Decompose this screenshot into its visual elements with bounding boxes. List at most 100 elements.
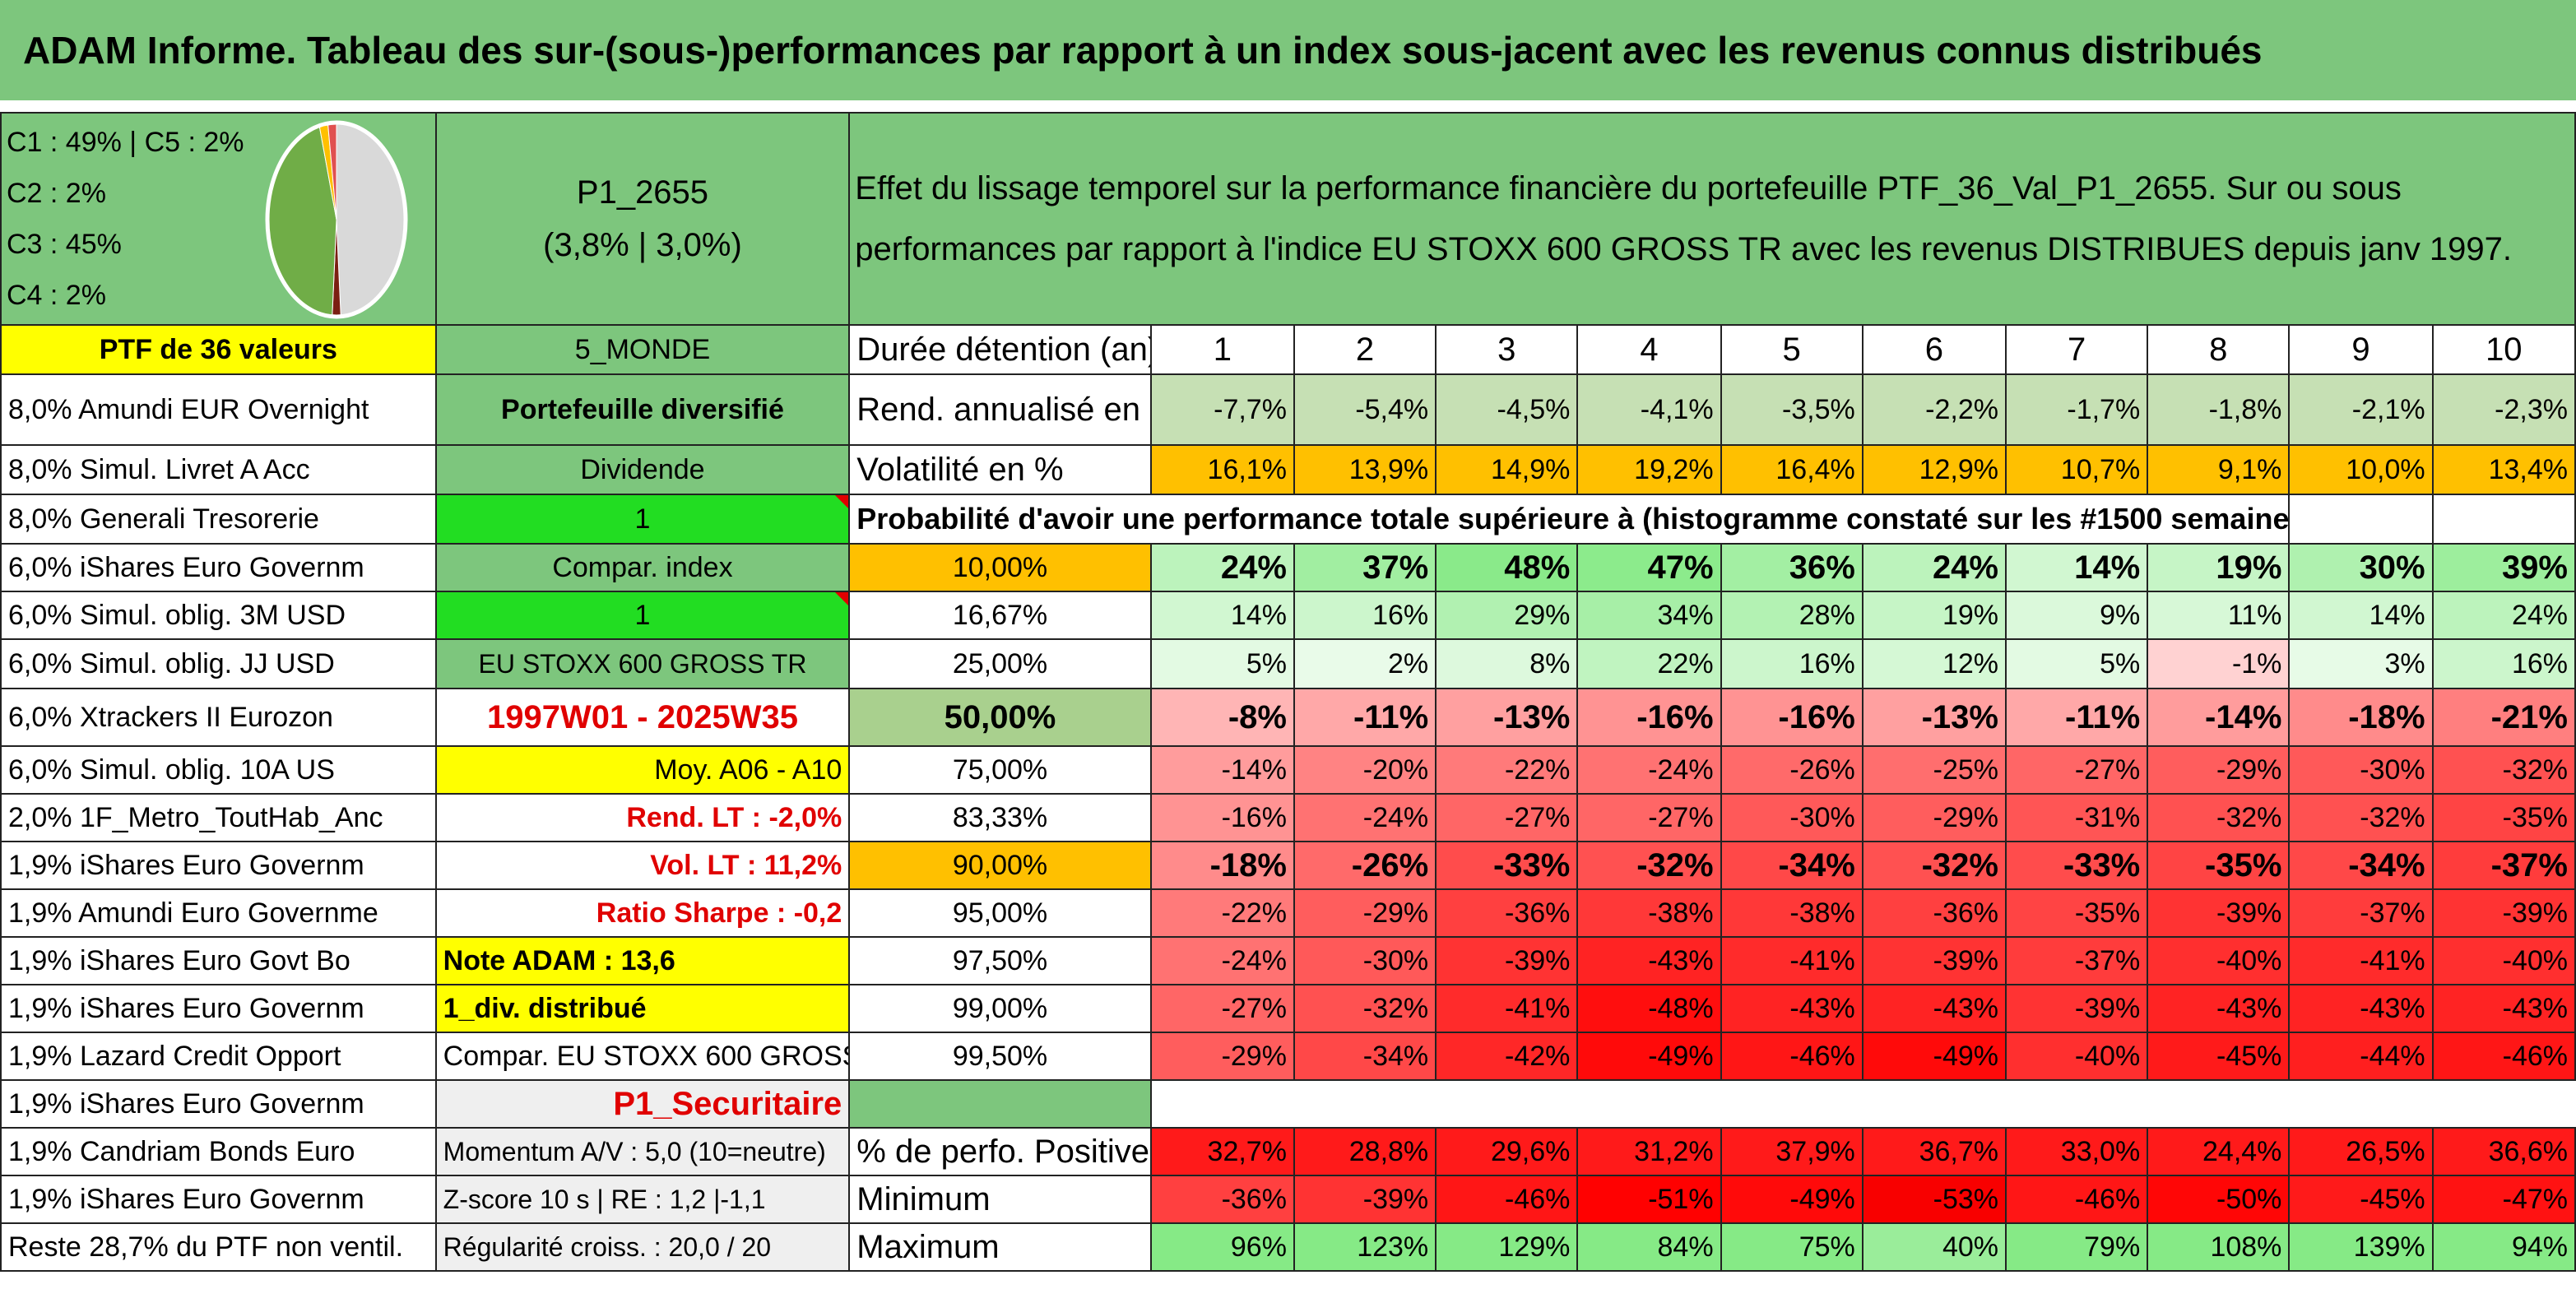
quantile-value: 8% — [1435, 638, 1579, 689]
quantile-value: -43% — [1720, 984, 1864, 1033]
quantile-value: -26% — [1293, 841, 1437, 890]
report-grid: C1 : 49% | C5 : 2% C2 : 2% C3 : 45% C4 : 2%… — [0, 112, 2576, 1289]
portfolio-name: P1_2655 — [576, 174, 709, 211]
quantile-value: -39% — [1435, 936, 1579, 985]
table-row: 1,9% iShares Euro Governm Z-score 10 s | … — [0, 1175, 2576, 1224]
quantile-value: 14% — [2004, 543, 2149, 592]
annual-return-value: -2,2% — [1861, 373, 2007, 446]
quantile-value: 9% — [2004, 591, 2149, 640]
annual-return-value: -4,1% — [1576, 373, 1722, 446]
quantile-value: -22% — [1149, 888, 1295, 938]
quantile-value: -32% — [2147, 793, 2291, 842]
year-header-4: 4 — [1576, 324, 1722, 375]
quantile-value: -21% — [2431, 688, 2576, 747]
holding-row: 1,9% Candriam Bonds Euro — [0, 1127, 437, 1176]
holding-row: 6,0% iShares Euro Governm — [0, 543, 437, 592]
portfolio-perf: (3,8% | 3,0%) — [543, 227, 742, 263]
quantile-label: 95,00% — [848, 888, 1152, 938]
quantile-value: -46% — [2431, 1032, 2576, 1081]
quantile-value: -16% — [1720, 688, 1864, 747]
quantile-value: 30% — [2288, 543, 2434, 592]
performance-table: C1 : 49% | C5 : 2% C2 : 2% C3 : 45% C4 : 2%… — [0, 112, 2576, 1272]
pie-border — [265, 120, 408, 319]
holding-row: 6,0% Simul. oblig. 10A US — [0, 745, 437, 795]
quantile-value: 24% — [1149, 543, 1295, 592]
empty-cell — [2431, 494, 2576, 545]
annual-return-value: -4,5% — [1435, 373, 1579, 446]
maximum-value: 108% — [2147, 1222, 2291, 1272]
minimum-value: -46% — [2004, 1175, 2149, 1224]
positive-perf-value: 26,5% — [2288, 1127, 2434, 1176]
quantile-value: -43% — [1576, 936, 1722, 985]
portfolio-description: Effet du lissage temporel sur la perform… — [848, 112, 2576, 326]
volatility-value: 16,4% — [1720, 444, 1864, 495]
composition-line: C2 : 2% — [7, 178, 106, 209]
quantile-value: -24% — [1576, 745, 1722, 795]
quantile-label: 10,00% — [848, 543, 1152, 592]
quantile-label: 83,33% — [848, 793, 1152, 842]
positive-perf-value: 32,7% — [1149, 1127, 1295, 1176]
quantile-value: 19% — [1861, 591, 2007, 640]
table-row: 6,0% Simul. oblig. JJ USD EU STOXX 600 GR… — [0, 638, 2576, 689]
maximum-label: Maximum — [848, 1222, 1152, 1272]
quantile-value: -41% — [2288, 936, 2434, 985]
quantile-value: -43% — [2288, 984, 2434, 1033]
info-row: Ratio Sharpe : -0,2 — [434, 888, 851, 938]
quantile-value: 34% — [1576, 591, 1722, 640]
info-row: EU STOXX 600 GROSS TR — [434, 638, 851, 689]
quantile-label: 99,00% — [848, 984, 1152, 1033]
quantile-value: 5% — [2004, 638, 2149, 689]
table-row: Reste 28,7% du PTF non ventil. Régularité… — [0, 1222, 2576, 1272]
quantile-value: -18% — [1149, 841, 1295, 890]
quantile-value: -36% — [1861, 888, 2007, 938]
quantile-value: -36% — [1435, 888, 1579, 938]
minimum-value: -53% — [1861, 1175, 2007, 1224]
quantile-value: -45% — [2147, 1032, 2291, 1081]
quantile-value: -8% — [1149, 688, 1295, 747]
composition-cell: C1 : 49% | C5 : 2% C2 : 2% C3 : 45% C4 : 2% — [0, 112, 437, 326]
table-row: 8,0% Generali Tresorerie 1 Probabilité d'a… — [0, 494, 2576, 545]
quantile-value: 3% — [2288, 638, 2434, 689]
portfolio-summary-cell: P1_2655 (3,8% | 3,0%) — [434, 112, 851, 326]
quantile-label: 90,00% — [848, 841, 1152, 890]
annual-return-value: -1,7% — [2004, 373, 2149, 446]
table-row: 2,0% 1F_Metro_ToutHab_Anc Rend. LT : -2,0… — [0, 793, 2576, 842]
quantile-value: 22% — [1576, 638, 1722, 689]
quantile-value: -29% — [2147, 745, 2291, 795]
quantile-value: -39% — [1861, 936, 2007, 985]
quantile-value: 47% — [1576, 543, 1722, 592]
quantile-value: -41% — [1720, 936, 1864, 985]
quantile-value: 16% — [2431, 638, 2576, 689]
maximum-value: 96% — [1149, 1222, 1295, 1272]
composition-legend: C1 : 49% | C5 : 2% C2 : 2% C3 : 45% C4 : 2% — [7, 117, 244, 321]
positive-perf-value: 28,8% — [1293, 1127, 1437, 1176]
holding-row: 8,0% Amundi EUR Overnight — [0, 373, 437, 446]
quantile-value: -14% — [2147, 688, 2291, 747]
pie-slice-c1 — [336, 122, 406, 318]
quantile-value: -49% — [1861, 1032, 2007, 1081]
maximum-value: 84% — [1576, 1222, 1722, 1272]
quantile-value: 24% — [2431, 591, 2576, 640]
info-row: Compar. EU STOXX 600 GROSS TR — [434, 1032, 851, 1081]
volatility-value: 13,9% — [1293, 444, 1437, 495]
quantile-value: -38% — [1576, 888, 1722, 938]
holding-row: 6,0% Simul. oblig. 3M USD — [0, 591, 437, 640]
composition-pie — [265, 120, 408, 319]
info-regularity: Régularité croiss. : 20,0 / 20 — [434, 1222, 851, 1272]
quantile-value: 11% — [2147, 591, 2291, 640]
info-type: Portefeuille diversifié — [434, 373, 851, 446]
table-row: 8,0% Amundi EUR Overnight Portefeuille di… — [0, 373, 2576, 446]
info-zscore: Z-score 10 s | RE : 1,2 |-1,1 — [434, 1175, 851, 1224]
quantile-value: 14% — [1149, 591, 1295, 640]
maximum-value: 75% — [1720, 1222, 1864, 1272]
composition-line: C1 : 49% | C5 : 2% — [7, 127, 244, 158]
quantile-value: -46% — [1720, 1032, 1864, 1081]
quantile-value: -37% — [2431, 841, 2576, 890]
quantile-value: -39% — [2147, 888, 2291, 938]
minimum-value: -50% — [2147, 1175, 2291, 1224]
quantile-value: -16% — [1149, 793, 1295, 842]
info-flag: 1 — [434, 494, 851, 545]
quantile-value: -32% — [1576, 841, 1722, 890]
holding-duration-label: Durée détention (an) — [848, 324, 1152, 375]
table-row: PTF de 36 valeurs 5_MONDE Durée détention … — [0, 324, 2576, 375]
